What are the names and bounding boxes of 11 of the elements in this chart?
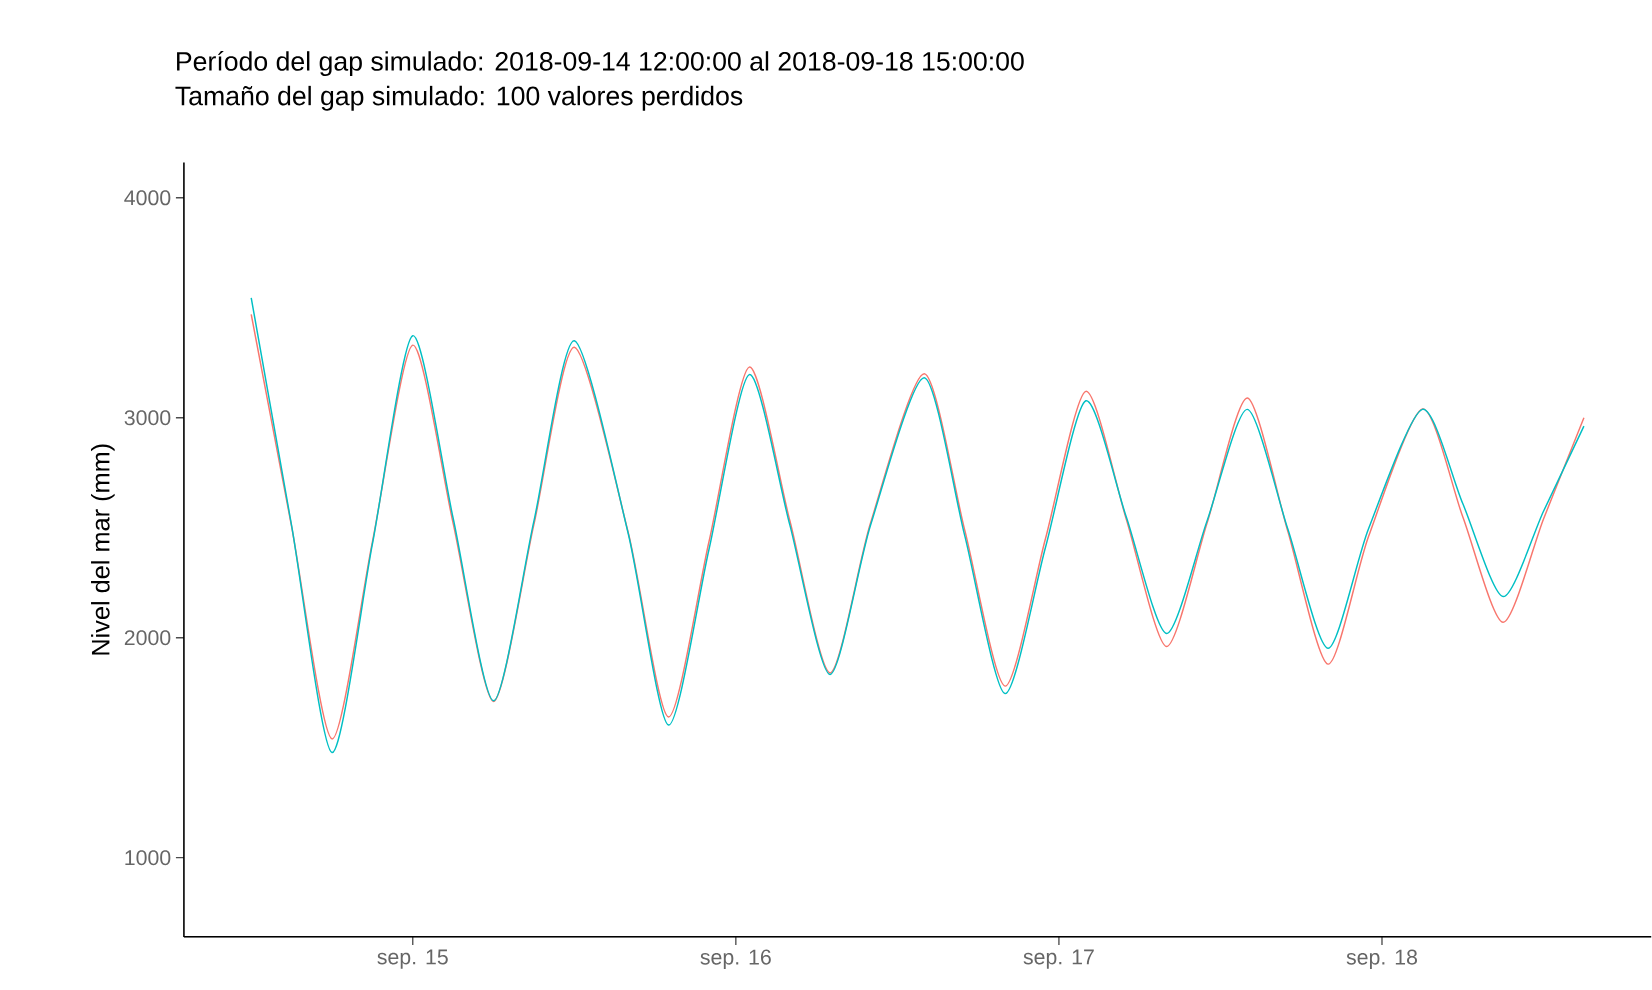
x-tick-label: sep. 17 bbox=[1023, 949, 1094, 969]
y-tick-label: 1000 bbox=[125, 850, 171, 866]
chart-subtitle: Tamaño del gap simulado: 100 valores perdidos bbox=[175, 85, 743, 111]
chart-title: Período del gap simulado: 2018-09-14 12:00:00 al 2018-09-18 15:00:00 bbox=[177, 50, 1024, 76]
x-tick-label: sep. 16 bbox=[700, 949, 771, 969]
y-tick-label: 4000 bbox=[124, 190, 171, 206]
x-tick-label: sep. 18 bbox=[1346, 949, 1418, 969]
x-tick-label: sep. 15 bbox=[377, 949, 448, 969]
y-axis-title: Nivel del mar (mm) bbox=[91, 444, 115, 655]
y-tick-label: 3000 bbox=[124, 410, 171, 426]
y-tick-label: 2000 bbox=[124, 630, 171, 646]
